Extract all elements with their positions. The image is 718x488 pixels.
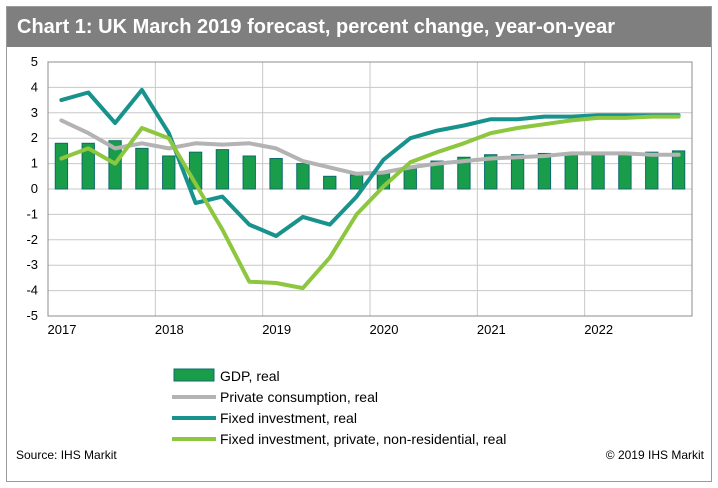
x-tick-label: 2019 — [262, 322, 291, 337]
gdp-bar — [484, 154, 498, 190]
gdp-bar — [430, 160, 444, 190]
legend-label: GDP, real — [220, 368, 280, 384]
y-tick-label: -2 — [26, 232, 38, 247]
gdp-bar — [564, 152, 578, 190]
gdp-bar — [135, 147, 149, 190]
private-investment-line — [59, 114, 681, 291]
legend-label: Fixed investment, private, non-residenti… — [220, 431, 506, 447]
gdp-bar — [323, 175, 337, 190]
gdp-bar — [269, 158, 283, 190]
gdp-bar — [296, 163, 310, 190]
gdp-bar — [349, 174, 364, 190]
gdp-bar — [671, 150, 686, 190]
y-tick-label: -3 — [26, 257, 38, 272]
gdp-bar — [645, 151, 659, 190]
y-tick-label: 5 — [31, 54, 38, 69]
chart-frame: Chart 1: UK March 2019 forecast, percent… — [6, 6, 712, 482]
legend-label: Private consumption, real — [220, 389, 378, 405]
gdp-bar — [457, 156, 471, 190]
legend-label: Fixed investment, real — [220, 410, 357, 426]
y-tick-label: -5 — [26, 308, 38, 323]
y-tick-label: -1 — [26, 206, 38, 221]
x-tick-label: 2018 — [155, 322, 184, 337]
source-note: Source: IHS Markit — [16, 448, 117, 462]
gdp-bar — [54, 142, 69, 190]
gdp-bar — [162, 155, 176, 190]
gdp-bar — [537, 152, 552, 190]
gdp-bar — [242, 155, 256, 190]
gdp-bar — [215, 149, 230, 190]
chart-title: Chart 1: UK March 2019 forecast, percent… — [7, 7, 711, 47]
fixed-investment-line — [59, 87, 681, 238]
gdp-bar — [591, 152, 605, 190]
x-tick-label: 2022 — [584, 322, 613, 337]
plot-area — [47, 61, 693, 317]
y-tick-label: -4 — [26, 283, 38, 298]
y-tick-label: 0 — [31, 181, 38, 196]
x-tick-label: 2021 — [477, 322, 506, 337]
y-tick-label: 2 — [31, 130, 38, 145]
legend-swatch-gdp — [173, 368, 215, 382]
gdp-bar — [81, 142, 95, 190]
x-tick-label: 2017 — [48, 322, 77, 337]
gdp-bar — [618, 152, 632, 190]
y-tick-label: 3 — [31, 105, 38, 120]
gdp-bar — [510, 154, 525, 190]
consumption-line — [59, 118, 681, 176]
x-tick-label: 2020 — [370, 322, 399, 337]
copyright-note: © 2019 IHS Markit — [605, 448, 704, 462]
y-tick-label: 4 — [31, 79, 38, 94]
y-tick-label: 1 — [31, 156, 38, 171]
